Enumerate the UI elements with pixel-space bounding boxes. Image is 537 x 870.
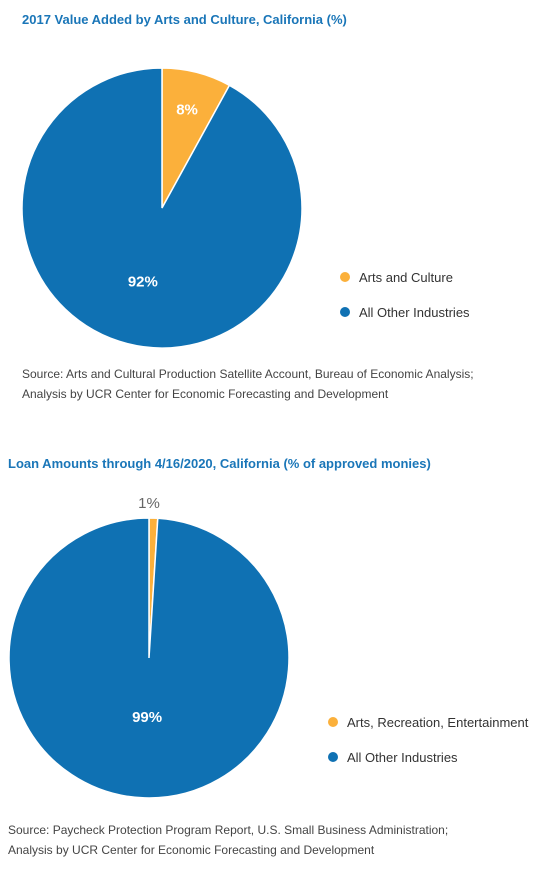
- slice-data-label: 8%: [176, 101, 198, 118]
- legend-label: Arts, Recreation, Entertainment: [347, 714, 529, 730]
- loan-amounts-chart: Loan Amounts through 4/16/2020, Californ…: [0, 440, 537, 870]
- slice-data-label: 99%: [132, 709, 162, 726]
- source-note: Source: Paycheck Protection Program Repo…: [8, 820, 448, 860]
- legend-swatch: [340, 272, 350, 282]
- source-line: Source: Arts and Cultural Production Sat…: [22, 367, 474, 381]
- source-note: Source: Arts and Cultural Production Sat…: [22, 364, 474, 404]
- source-line: Analysis by UCR Center for Economic Fore…: [22, 387, 389, 401]
- legend-label: All Other Industries: [347, 749, 458, 765]
- legend-swatch: [328, 717, 338, 727]
- slice-data-label: 92%: [128, 274, 158, 291]
- legend-label: Arts and Culture: [359, 269, 453, 285]
- legend-label: All Other Industries: [359, 304, 470, 320]
- value-added-chart: 2017 Value Added by Arts and Culture, Ca…: [0, 0, 537, 430]
- source-line: Source: Paycheck Protection Program Repo…: [8, 823, 449, 837]
- legend-item-all-other-industries: All Other Industries: [340, 303, 470, 321]
- chart-title: Loan Amounts through 4/16/2020, Californ…: [8, 456, 431, 471]
- legend: Arts, Recreation, Entertainment All Othe…: [328, 713, 528, 783]
- pie-slice-all-other-industries: [21, 67, 303, 349]
- pie-chart: 1% 99%: [8, 495, 290, 799]
- legend: Arts and Culture All Other Industries: [340, 268, 470, 338]
- source-line: Analysis by UCR Center for Economic Fore…: [8, 843, 375, 857]
- legend-item-arts-and-culture: Arts and Culture: [340, 268, 470, 286]
- pie-slice-all-other-industries: [8, 517, 290, 799]
- legend-item-arts-recreation-entertainment: Arts, Recreation, Entertainment: [328, 713, 528, 731]
- legend-swatch: [328, 752, 338, 762]
- legend-swatch: [340, 307, 350, 317]
- pie-chart: 8% 92%: [21, 67, 303, 349]
- chart-title: 2017 Value Added by Arts and Culture, Ca…: [22, 12, 347, 27]
- slice-data-label: 1%: [138, 495, 160, 512]
- legend-item-all-other-industries: All Other Industries: [328, 748, 528, 766]
